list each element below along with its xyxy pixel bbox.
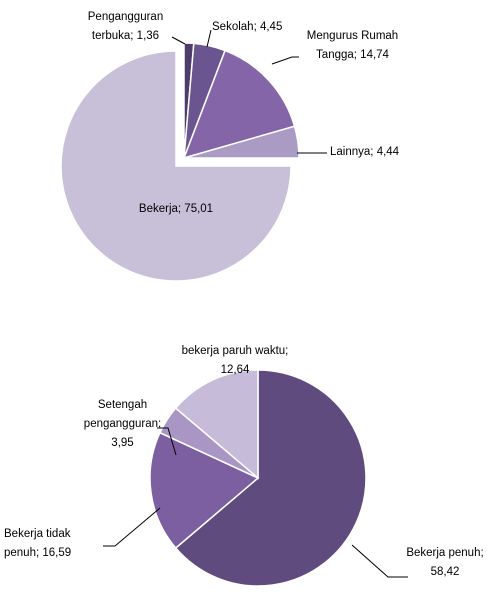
label-part: 4,44 — [376, 146, 400, 158]
label-part: ; — [285, 345, 289, 357]
label-part: 4,45 — [259, 21, 283, 33]
label-part: Setengah pengangguran — [83, 399, 158, 430]
leader-line — [206, 29, 212, 48]
label-part: Bekerja — [138, 203, 178, 215]
label-part: ; — [157, 418, 162, 430]
leader-line — [351, 544, 408, 578]
data-label: Bekerja penuh; 58,42 — [395, 544, 495, 582]
leader-line — [271, 56, 299, 65]
label-part: ; — [480, 547, 484, 559]
label-part: ; — [253, 21, 260, 33]
label-part: ; — [35, 547, 43, 559]
label-part: 14,74 — [360, 49, 389, 61]
label-part: Lainnya — [330, 146, 371, 158]
leader-line — [103, 507, 161, 547]
pie-slice — [182, 49, 296, 160]
label-part: Bekerja penuh — [406, 547, 481, 559]
data-label: Bekerja tidak penuh; 16,59 — [4, 525, 104, 563]
pie-slice — [149, 431, 260, 550]
label-part: Pengangguran terbuka — [87, 11, 164, 42]
label-part: Sekolah — [212, 21, 254, 33]
label-part: Bekerja tidak penuh — [4, 528, 71, 559]
leader-line — [171, 36, 186, 45]
label-part: 58,42 — [430, 566, 460, 578]
data-label: Sekolah; 4,45 — [212, 18, 302, 37]
label-part: 16,59 — [42, 547, 72, 559]
data-label: Setengah pengangguran; 3,95 — [75, 396, 170, 453]
data-label: Mengurus Rumah Tangga; 14,74 — [300, 27, 405, 65]
label-part: 3,95 — [111, 437, 134, 449]
label-part: bekerja paruh waktu — [181, 345, 286, 357]
leader-line — [157, 427, 177, 456]
label-part: ; — [130, 30, 137, 42]
label-part: ; — [353, 49, 361, 61]
data-label: Lainnya; 4,44 — [330, 143, 420, 162]
label-part: 12,64 — [220, 364, 250, 376]
label-part: ; — [370, 146, 377, 158]
label-part: Mengurus Rumah Tangga — [306, 30, 399, 61]
data-label: bekerja paruh waktu; 12,64 — [180, 342, 290, 380]
pie-slice — [183, 125, 300, 159]
pie-slice — [174, 369, 367, 587]
label-part: 75,01 — [184, 203, 214, 215]
label-part: 1,36 — [136, 30, 160, 42]
pie-slice — [174, 369, 259, 480]
label-part: ; — [177, 203, 185, 215]
pie-slice — [60, 50, 292, 282]
data-label: Pengangguran terbuka; 1,36 — [78, 8, 173, 46]
data-label: Bekerja; 75,01 — [116, 200, 236, 219]
